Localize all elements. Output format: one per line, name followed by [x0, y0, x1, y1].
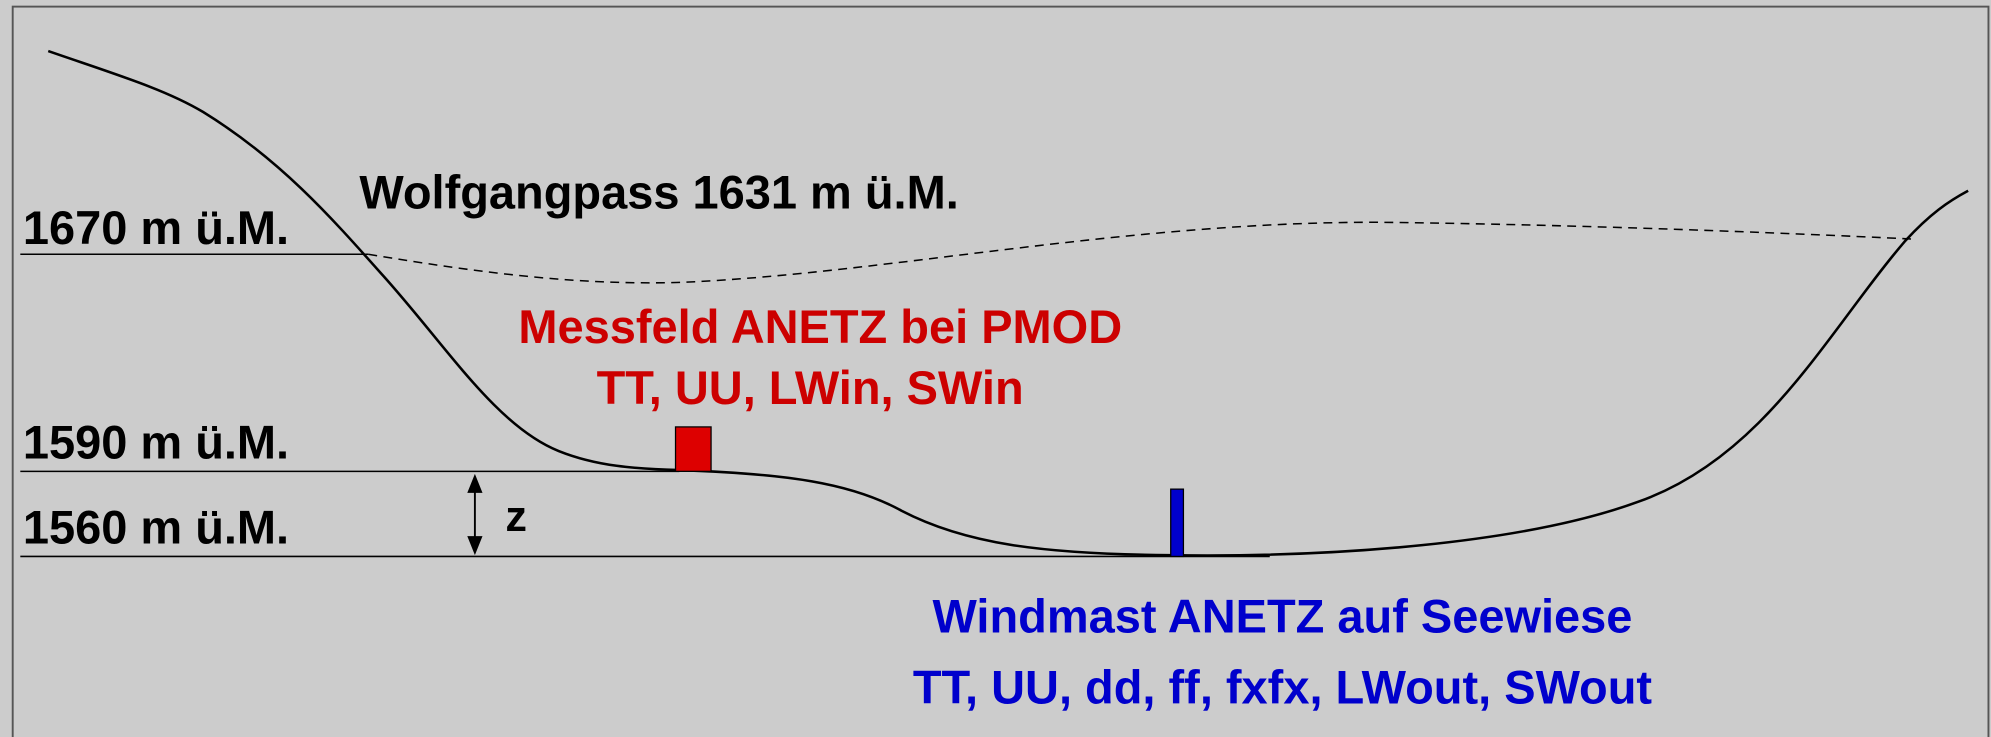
pass-label: Wolfgangpass 1631 m ü.M.: [359, 166, 958, 219]
frame: [11, 5, 1990, 737]
arrow-heads: [467, 473, 483, 556]
messfeld-station: [674, 426, 712, 472]
windmast-title: Windmast ANETZ auf Seewiese: [933, 590, 1633, 643]
windmast-variables: TT, UU, dd, ff, fxfx, LWout, SWout: [913, 661, 1653, 714]
messfeld-title: Messfeld ANETZ bei PMOD: [518, 300, 1122, 353]
messfeld-variables: TT, UU, LWin, SWin: [597, 361, 1024, 414]
elevation-label: 1590 m ü.M.: [23, 416, 289, 469]
elevation-label: 1560 m ü.M.: [23, 501, 289, 554]
elevation-label: 1670 m ü.M.: [23, 201, 289, 254]
windmast-station: [1170, 488, 1185, 558]
pass-line: [368, 221, 1912, 284]
terrain: [47, 49, 1969, 557]
height-symbol: z: [505, 493, 527, 541]
